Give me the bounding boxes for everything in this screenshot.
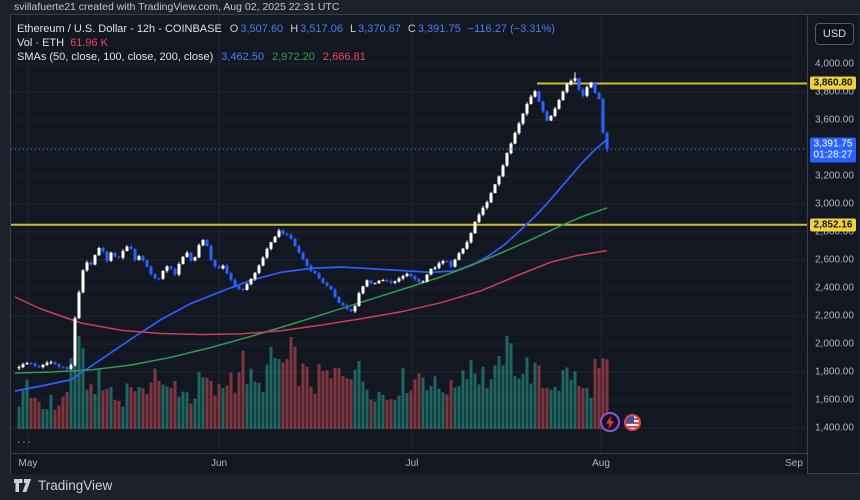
price-tick: 2,000.00 <box>815 338 854 350</box>
price-tick: 2,200.00 <box>815 310 854 322</box>
candlestick-chart <box>11 15 807 453</box>
bar-countdown: 01:28:27 <box>813 149 853 161</box>
us-flag-event-icon[interactable] <box>624 414 641 431</box>
legend-more-button[interactable]: ... <box>17 431 33 446</box>
price-axis[interactable]: USD 4,000.003,800.003,600.003,400.003,20… <box>807 15 859 473</box>
price-tick: 3,600.00 <box>815 114 854 126</box>
ohlc-h: H 3,517.06 <box>290 23 343 35</box>
tradingview-logo-text: TradingView <box>38 478 113 493</box>
price-tick: 2,400.00 <box>815 282 854 294</box>
price-tick: 3,200.00 <box>815 170 854 182</box>
economic-event-lightning-icon[interactable] <box>600 412 620 432</box>
chart-frame: Ethereum / U.S. Dollar - 12h - COINBASE … <box>10 14 859 474</box>
price-change: −116.27 (−3.31%) <box>467 23 555 35</box>
ohlc-values: O 3,507.60 H 3,517.06 L 3,370.67 C 3,391.75 <box>230 22 468 36</box>
price-tick: 4,000.00 <box>815 58 854 70</box>
sma200-value: 2,666.81 <box>322 51 366 63</box>
price-tick: 3,000.00 <box>815 198 854 210</box>
ohlc-c: C 3,391.75 <box>407 23 461 35</box>
current-price-value: 3,391.75 <box>813 138 853 150</box>
month-label-may: May <box>18 458 38 469</box>
flag-canton <box>626 416 634 423</box>
currency-toggle-button[interactable]: USD <box>815 23 854 45</box>
month-label-sep: Sep <box>785 458 803 469</box>
price-tick: 1,600.00 <box>815 394 854 406</box>
level-label-2852[interactable]: 2,852.16 <box>810 218 856 232</box>
sma-row[interactable]: SMAs (50, close, 100, close, 200, close)… <box>17 50 555 64</box>
month-label-jun: Jun <box>210 458 228 469</box>
price-tick: 3,800.00 <box>815 86 854 98</box>
current-price-label: 3,391.75 01:28:27 <box>810 137 856 163</box>
month-label-jul: Jul <box>405 458 419 469</box>
price-tick: 2,600.00 <box>815 254 854 266</box>
chart-legend: Ethereum / U.S. Dollar - 12h - COINBASE … <box>17 22 555 64</box>
volume-row[interactable]: Vol · ETH 61.96 K <box>17 36 555 50</box>
time-axis[interactable]: May Jun Jul Aug Sep <box>11 453 807 474</box>
volume-value: 61.96 K <box>70 37 108 49</box>
price-tick: 2,800.00 <box>815 226 854 238</box>
sma100-value: 2,972.20 <box>272 51 315 63</box>
ohlc-o: O 3,507.60 <box>229 23 284 35</box>
volume-label: Vol · ETH <box>17 37 65 49</box>
level-label-3860[interactable]: 3,860.80 <box>810 76 856 90</box>
ohlc-l: L 3,370.67 <box>349 23 401 35</box>
sma50-value: 3,462.50 <box>221 51 265 63</box>
tradingview-logo[interactable]: TradingView <box>13 478 112 493</box>
price-tick: 1,400.00 <box>815 422 854 434</box>
symbol-title[interactable]: Ethereum / U.S. Dollar - 12h - COINBASE <box>17 23 222 35</box>
tradingview-logo-icon <box>14 479 31 492</box>
sma-label: SMAs (50, close, 100, close, 200, close) <box>17 51 214 63</box>
attribution-bar: svillafuerte21 created with TradingView.… <box>14 1 340 13</box>
chart-pane[interactable]: Ethereum / U.S. Dollar - 12h - COINBASE … <box>11 15 807 453</box>
price-tick: 1,800.00 <box>815 366 854 378</box>
month-label-aug: Aug <box>592 458 610 469</box>
symbol-row[interactable]: Ethereum / U.S. Dollar - 12h - COINBASE … <box>17 22 555 36</box>
